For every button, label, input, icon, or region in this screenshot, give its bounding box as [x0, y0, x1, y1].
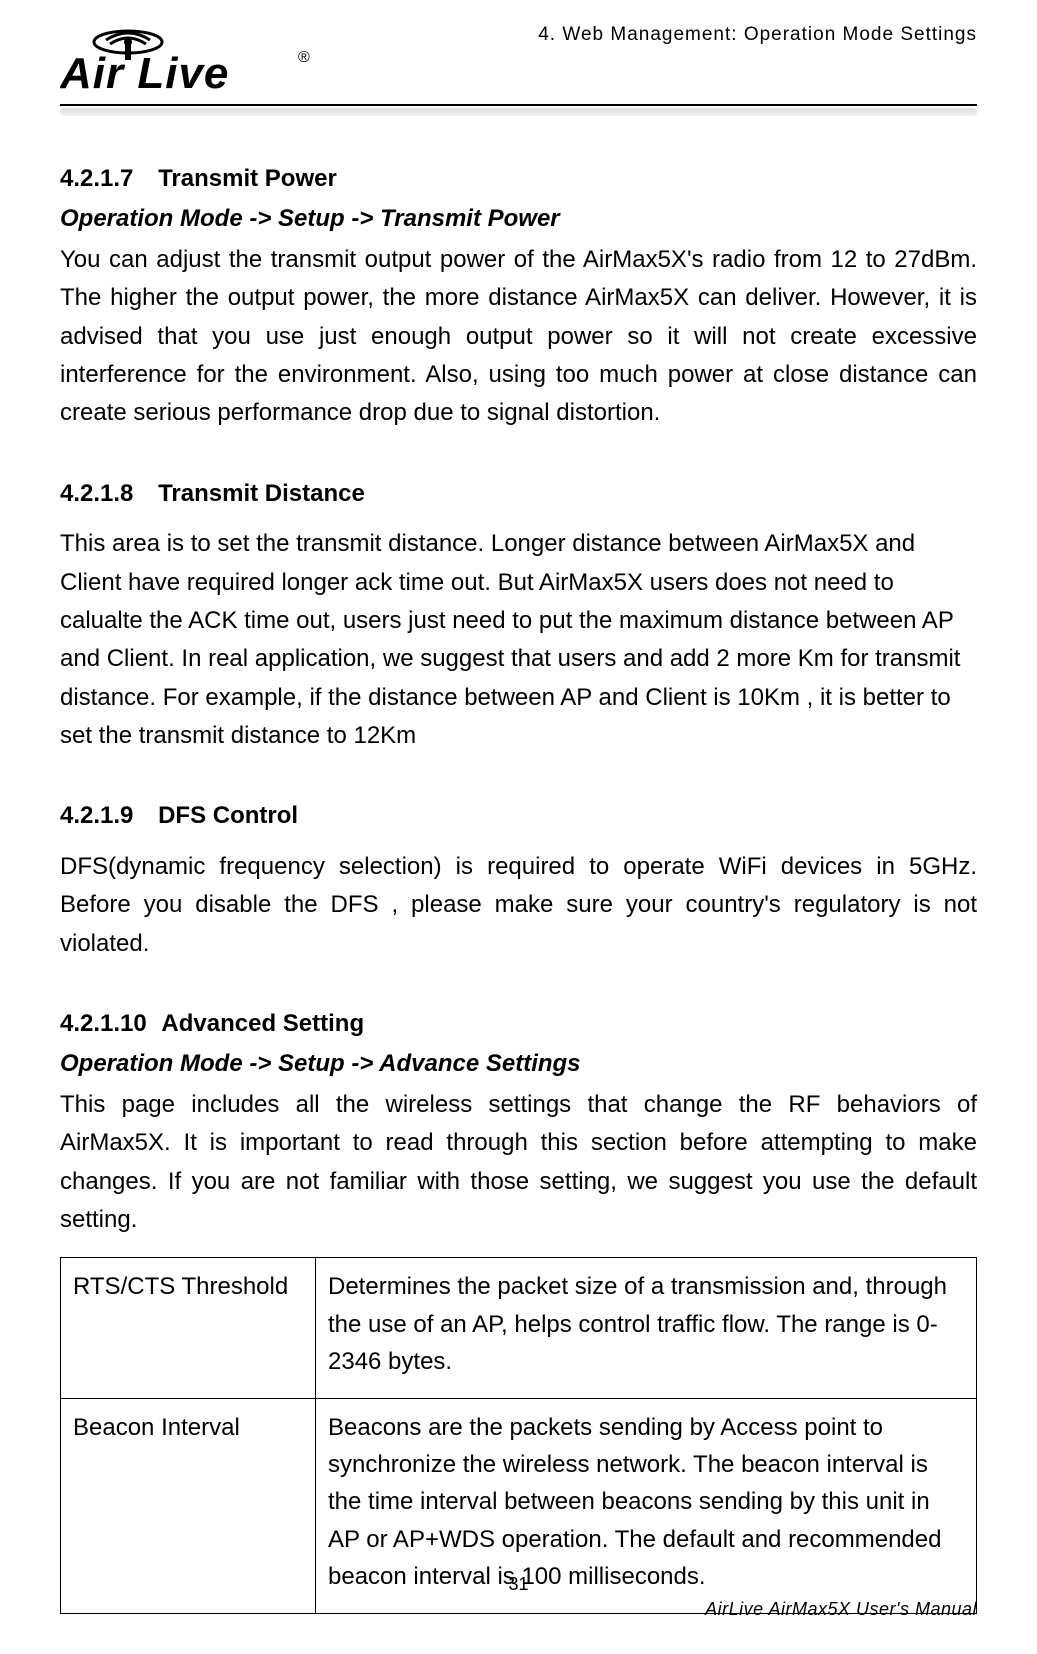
section-heading-advanced-setting: 4.2.1.10 Advanced Setting [60, 1005, 977, 1043]
page-footer: 31 AirLive AirMax5X User's Manual [60, 1574, 977, 1620]
section-body-transmit-distance: This area is to set the transmit distanc… [60, 525, 977, 755]
section-heading-dfs-control: 4.2.1.9 DFS Control [60, 797, 977, 835]
chapter-title: 4. Web Management: Operation Mode Settin… [538, 20, 977, 46]
section-title: Advanced Setting [161, 1005, 364, 1043]
section-number: 4.2.1.9 [60, 797, 133, 835]
section-title: Transmit Distance [158, 475, 365, 513]
logo-text: Air Live [60, 49, 229, 98]
table-cell-value: Determines the packet size of a transmis… [316, 1258, 977, 1399]
page: Air Live ® 4. Web Management: Operation … [0, 0, 1037, 1654]
section-number: 4.2.1.10 [60, 1005, 147, 1043]
breadcrumb-transmit-power: Operation Mode -> Setup -> Transmit Powe… [60, 200, 977, 238]
breadcrumb-advanced-setting: Operation Mode -> Setup -> Advance Setti… [60, 1045, 977, 1083]
section-number: 4.2.1.7 [60, 160, 133, 198]
spacer [60, 515, 977, 525]
header-rule-line [60, 104, 977, 106]
page-content: 4.2.1.7 Transmit Power Operation Mode ->… [60, 160, 977, 1614]
table-cell-key: RTS/CTS Threshold [61, 1258, 316, 1399]
section-number: 4.2.1.8 [60, 475, 133, 513]
header-rule-shadow [60, 108, 977, 116]
section-body-dfs-control: DFS(dynamic frequency selection) is requ… [60, 848, 977, 963]
page-number: 31 [60, 1574, 977, 1595]
spacer [60, 838, 977, 848]
section-title: DFS Control [158, 797, 298, 835]
page-header: Air Live ® 4. Web Management: Operation … [60, 20, 977, 98]
section-title: Transmit Power [158, 160, 337, 198]
table-row: RTS/CTS Threshold Determines the packet … [61, 1258, 977, 1399]
advanced-settings-table: RTS/CTS Threshold Determines the packet … [60, 1257, 977, 1614]
svg-text:Air Live: Air Live [60, 49, 229, 98]
manual-title: AirLive AirMax5X User's Manual [60, 1599, 977, 1620]
section-body-transmit-power: You can adjust the transmit output power… [60, 241, 977, 433]
airlive-logo: Air Live ® [60, 20, 320, 98]
section-heading-transmit-power: 4.2.1.7 Transmit Power [60, 160, 977, 198]
section-heading-transmit-distance: 4.2.1.8 Transmit Distance [60, 475, 977, 513]
header-rule [60, 102, 977, 120]
section-body-advanced-setting: This page includes all the wireless sett… [60, 1086, 977, 1240]
logo-reg-mark: ® [298, 49, 310, 66]
airlive-logo-svg: Air Live ® [60, 20, 320, 98]
